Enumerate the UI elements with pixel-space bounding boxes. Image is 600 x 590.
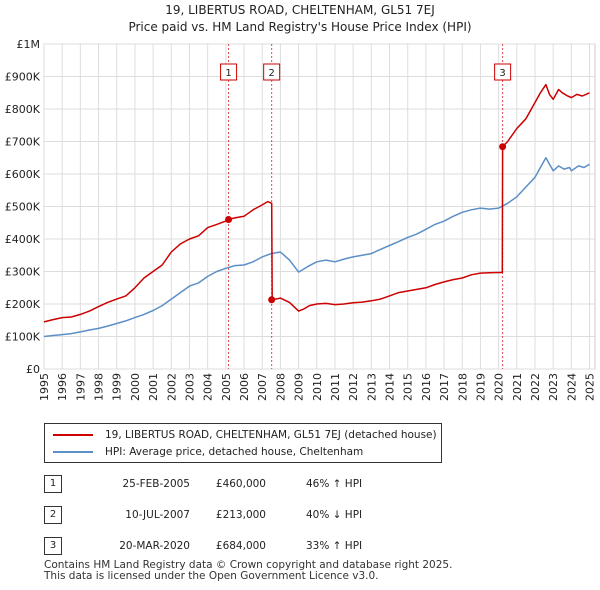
x-tick-label: 2014	[384, 373, 397, 401]
sale-label-box	[263, 63, 281, 81]
x-tick-label: 2000	[129, 373, 142, 401]
x-tick-label: 2018	[456, 373, 469, 401]
y-tick-label: £500K	[5, 201, 41, 214]
x-tick-label: 2001	[147, 373, 160, 401]
x-tick-label: 2007	[256, 373, 269, 401]
transaction-price: £213,000	[215, 509, 266, 521]
x-tick-label: 1996	[56, 373, 69, 401]
x-tick-label: 2008	[274, 373, 287, 401]
x-tick-label: 2019	[474, 373, 487, 401]
transaction-marker-number: 3	[44, 537, 62, 555]
y-tick-label: £700K	[5, 136, 41, 149]
y-tick-label: £900K	[5, 71, 41, 84]
transaction-price: £684,000	[215, 540, 266, 552]
x-tick-label: 2015	[402, 373, 415, 401]
transaction-hpi-change: 40% ↓ HPI	[306, 509, 363, 521]
transaction-hpi-change: 33% ↑ HPI	[306, 540, 363, 552]
x-tick-label: 2025	[584, 373, 597, 401]
sale-label-box	[220, 63, 238, 81]
chart-subtitle: Price paid vs. HM Land Registry's House …	[128, 20, 472, 34]
x-tick-label: 2017	[438, 373, 451, 401]
price-chart: £0 £100K £200K £300K £400K £500K £600K £700K £80…	[5, 38, 597, 401]
x-tick-label: 2005	[220, 373, 233, 401]
attribution-line-1: Contains HM Land Registry data © Crown c…	[44, 559, 453, 571]
sale-point	[225, 216, 233, 223]
y-tick-label: £100K	[5, 331, 41, 344]
x-tick-label: 2021	[511, 373, 524, 401]
transaction-date: 10-JUL-2007	[125, 509, 190, 521]
x-tick-label: 2003	[183, 373, 196, 401]
legend-item-property: 19, LIBERTUS ROAD, CHELTENHAM, GL51 7EJ …	[53, 427, 437, 443]
x-tick-label: 2010	[311, 373, 324, 401]
chart-title: 19, LIBERTUS ROAD, CHELTENHAM, GL51 7EJ	[165, 3, 435, 17]
x-tick-label: 1998	[93, 373, 106, 401]
x-tick-label: 2009	[293, 373, 306, 401]
legend-swatch-hpi	[53, 451, 93, 453]
x-tick-label: 2022	[529, 373, 542, 401]
sale-label-box	[494, 63, 512, 81]
sale-point	[499, 143, 507, 151]
transaction-hpi-change: 46% ↑ HPI	[306, 478, 363, 490]
y-tick-label: £1M	[17, 38, 41, 51]
x-tick-label: 2011	[329, 373, 342, 401]
legend-item-hpi: HPI: Average price, detached house, Chel…	[53, 444, 363, 460]
x-tick-label: 2002	[165, 373, 178, 401]
legend: 19, LIBERTUS ROAD, CHELTENHAM, GL51 7EJ …	[44, 423, 442, 463]
x-tick-label: 1997	[74, 373, 87, 401]
y-tick-label: £800K	[5, 103, 41, 116]
legend-label-hpi: HPI: Average price, detached house, Chel…	[105, 446, 364, 458]
property-series-line	[43, 83, 590, 323]
x-tick-label: 2016	[420, 373, 433, 401]
sale-label: 2	[268, 68, 274, 79]
sale-label: 3	[499, 68, 505, 79]
x-tick-label: 1995	[38, 373, 51, 401]
attribution-line-2: This data is licensed under the Open Gov…	[44, 570, 379, 582]
x-tick-label: 2004	[202, 373, 215, 401]
hpi-series-line	[43, 157, 590, 338]
y-tick-label: £0	[26, 363, 40, 376]
transaction-date: 25-FEB-2005	[122, 478, 190, 490]
y-tick-label: £200K	[5, 298, 41, 311]
x-tick-label: 2013	[365, 373, 378, 401]
x-tick-label: 2024	[565, 373, 578, 401]
legend-swatch-property	[53, 434, 93, 436]
y-tick-label: £300K	[5, 266, 41, 279]
transaction-price: £460,000	[215, 478, 266, 490]
sale-point	[268, 296, 276, 304]
transaction-marker-number: 1	[44, 475, 62, 493]
transaction-date: 20-MAR-2020	[119, 540, 190, 552]
transaction-marker-number: 2	[44, 506, 62, 524]
x-tick-label: 2012	[347, 373, 360, 401]
x-tick-label: 2023	[547, 373, 560, 401]
x-tick-label: 2006	[238, 373, 251, 401]
legend-label-property: 19, LIBERTUS ROAD, CHELTENHAM, GL51 7EJ …	[105, 429, 437, 441]
y-tick-label: £400K	[5, 233, 41, 246]
x-tick-label: 1999	[111, 373, 124, 401]
attribution: Contains HM Land Registry data © Crown c…	[44, 560, 452, 582]
y-tick-label: £600K	[5, 168, 41, 181]
sale-label: 1	[225, 68, 231, 79]
x-tick-label: 2020	[493, 373, 506, 401]
